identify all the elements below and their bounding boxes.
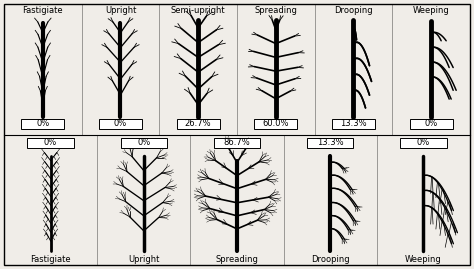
- Text: 86.7%: 86.7%: [224, 138, 250, 147]
- Text: Fastigiate: Fastigiate: [23, 6, 63, 15]
- Text: 13.3%: 13.3%: [340, 119, 367, 128]
- Text: 0%: 0%: [36, 119, 49, 128]
- Text: Weeping: Weeping: [413, 6, 449, 15]
- Bar: [332, 119, 375, 129]
- Bar: [214, 137, 260, 147]
- Text: Semi-upright: Semi-upright: [171, 6, 226, 15]
- Text: Upright: Upright: [105, 6, 136, 15]
- Bar: [400, 137, 447, 147]
- Text: Drooping: Drooping: [311, 255, 349, 264]
- Bar: [410, 119, 453, 129]
- Text: Drooping: Drooping: [334, 6, 373, 15]
- Bar: [99, 119, 142, 129]
- Bar: [307, 137, 354, 147]
- Bar: [21, 119, 64, 129]
- Text: Upright: Upright: [128, 255, 159, 264]
- Text: 0%: 0%: [44, 138, 57, 147]
- Bar: [27, 137, 74, 147]
- Text: 60.0%: 60.0%: [263, 119, 289, 128]
- Bar: [120, 137, 167, 147]
- Text: 0%: 0%: [417, 138, 430, 147]
- Text: Fastigiate: Fastigiate: [30, 255, 71, 264]
- Text: 26.7%: 26.7%: [185, 119, 211, 128]
- Text: 0%: 0%: [137, 138, 150, 147]
- Bar: [255, 119, 297, 129]
- Text: 13.3%: 13.3%: [317, 138, 344, 147]
- Text: Weeping: Weeping: [405, 255, 442, 264]
- Text: Spreading: Spreading: [255, 6, 297, 15]
- Text: Spreading: Spreading: [216, 255, 258, 264]
- Bar: [177, 119, 219, 129]
- Text: 0%: 0%: [114, 119, 127, 128]
- Text: 0%: 0%: [425, 119, 438, 128]
